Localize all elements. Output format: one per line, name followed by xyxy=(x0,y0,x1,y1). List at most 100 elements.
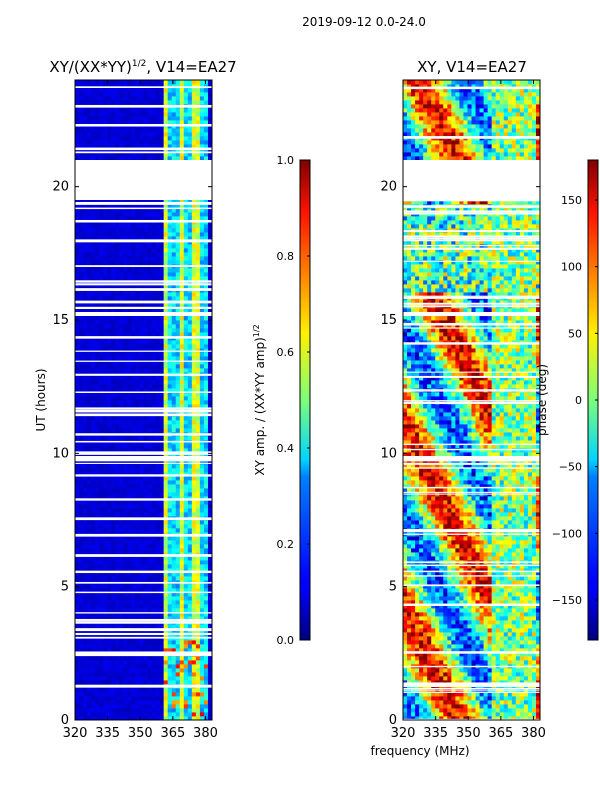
heatmap-cell xyxy=(119,380,124,385)
heatmap-cell xyxy=(111,420,116,425)
heatmap-cell xyxy=(167,596,173,601)
heatmap-cell xyxy=(79,292,84,297)
heatmap-cell xyxy=(79,712,84,717)
heatmap-cell xyxy=(159,316,165,321)
heatmap-cell xyxy=(143,676,148,681)
heatmap-cell xyxy=(163,668,169,673)
heatmap-cell xyxy=(75,680,80,685)
heatmap-cell xyxy=(175,108,181,113)
heatmap-cell xyxy=(123,704,128,709)
heatmap-cell xyxy=(87,700,92,705)
heatmap-cell xyxy=(183,320,189,325)
heatmap-cell xyxy=(195,660,201,665)
heatmap-cell xyxy=(167,128,173,133)
heatmap-cell xyxy=(127,576,132,581)
heatmap-cell xyxy=(207,504,212,509)
heatmap-cell xyxy=(127,488,132,493)
heatmap-cell xyxy=(103,344,108,349)
heatmap-cell xyxy=(119,108,124,113)
heatmap-cell xyxy=(143,212,148,217)
heatmap-cell xyxy=(79,424,84,429)
heatmap-cell xyxy=(167,472,173,477)
heatmap-cell xyxy=(87,656,92,661)
heatmap-cell xyxy=(135,148,140,153)
heatmap-cell xyxy=(75,708,80,713)
heatmap-cell xyxy=(99,116,104,121)
heatmap-cell xyxy=(183,640,189,645)
heatmap-cell xyxy=(143,700,148,705)
heatmap-cell xyxy=(155,424,161,429)
heatmap-cell xyxy=(135,712,140,717)
heatmap-cell xyxy=(183,688,189,693)
heatmap-cell xyxy=(171,136,177,141)
heatmap-cell xyxy=(103,260,108,265)
suptitle: 2019-09-12 0.0-24.0 xyxy=(302,15,426,29)
heatmap-cell xyxy=(155,416,161,421)
heatmap-cell xyxy=(171,248,177,253)
heatmap-cell xyxy=(151,556,156,561)
heatmap-cell xyxy=(131,460,136,465)
heatmap-cell xyxy=(123,492,128,497)
heatmap-cell xyxy=(119,396,124,401)
heatmap-cell xyxy=(83,624,88,629)
heatmap-cell xyxy=(171,100,177,105)
heatmap-cell xyxy=(167,296,173,301)
heatmap-cell xyxy=(135,676,140,681)
heatmap-cell xyxy=(83,404,88,409)
heatmap-cell xyxy=(127,276,132,281)
heatmap-cell xyxy=(119,420,124,425)
heatmap-cell xyxy=(111,348,116,353)
heatmap-cell xyxy=(131,244,136,249)
heatmap-cell xyxy=(183,284,189,289)
heatmap-cell xyxy=(147,112,152,117)
heatmap-cell xyxy=(127,216,132,221)
heatmap-cell xyxy=(175,140,181,145)
heatmap-cell xyxy=(171,692,177,697)
heatmap-cell xyxy=(87,148,92,153)
heatmap-cell xyxy=(87,712,92,717)
heatmap-cell xyxy=(115,400,120,405)
heatmap-cell xyxy=(163,332,169,337)
heatmap-cell xyxy=(191,380,197,385)
heatmap-cell xyxy=(131,584,136,589)
heatmap-cell xyxy=(127,528,132,533)
heatmap-cell xyxy=(171,256,177,261)
heatmap-cell xyxy=(95,608,100,613)
heatmap-cell xyxy=(115,428,120,433)
heatmap-cell xyxy=(155,600,161,605)
heatmap-cell xyxy=(175,688,181,693)
heatmap-cell xyxy=(119,496,124,501)
heatmap-cell xyxy=(155,524,161,529)
heatmap-cell xyxy=(199,496,205,501)
heatmap-cell xyxy=(143,436,148,441)
heatmap-cell xyxy=(191,272,197,277)
heatmap-cell xyxy=(151,236,156,241)
heatmap-cell xyxy=(147,460,152,465)
heatmap-cell xyxy=(167,644,173,649)
heatmap-cell xyxy=(167,544,173,549)
heatmap-cell xyxy=(107,472,112,477)
heatmap-cell xyxy=(99,576,104,581)
heatmap-cell xyxy=(151,108,156,113)
heatmap-cell xyxy=(103,528,108,533)
heatmap-cell xyxy=(179,252,185,257)
heatmap-cell xyxy=(107,400,112,405)
heatmap-cell xyxy=(183,136,189,141)
heatmap-cell xyxy=(203,472,209,477)
heatmap-cell xyxy=(83,692,88,697)
heatmap-cell xyxy=(123,608,128,613)
heatmap-cell xyxy=(123,576,128,581)
heatmap-cell xyxy=(139,564,144,569)
heatmap-cell xyxy=(103,692,108,697)
heatmap-cell xyxy=(171,368,177,373)
heatmap-cell xyxy=(131,144,136,149)
heatmap-cell xyxy=(107,648,112,653)
heatmap-cell xyxy=(107,324,112,329)
heatmap-cell xyxy=(163,400,169,405)
heatmap-cell xyxy=(99,704,104,709)
heatmap-cell xyxy=(175,712,181,717)
heatmap-cell xyxy=(127,604,132,609)
heatmap-cell xyxy=(187,508,193,513)
heatmap-cell xyxy=(203,212,209,217)
heatmap-cell xyxy=(207,416,212,421)
